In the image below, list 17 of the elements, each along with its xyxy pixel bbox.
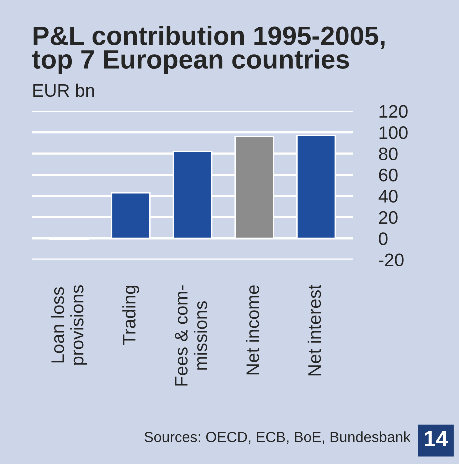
y-tick-label: 80 bbox=[379, 148, 398, 161]
y-tick-label: 60 bbox=[379, 168, 398, 182]
x-tick-label: Net interest bbox=[308, 284, 322, 376]
source-note: Sources: OECD, ECB, BoE, Bundesbank bbox=[144, 432, 411, 444]
chart-title: P&L contribution 1995-2005, top 7 European countries bbox=[32, 26, 385, 74]
y-tick-label: 40 bbox=[378, 190, 398, 203]
y-axis-title: EUR bn bbox=[34, 84, 94, 98]
x-tick-label: Trading bbox=[122, 286, 140, 345]
text: 14 bbox=[425, 431, 448, 447]
y-tick-label: 100 bbox=[380, 126, 408, 140]
x-tick-label: Loan loss provisions bbox=[51, 285, 88, 365]
x-tick-label: Net income bbox=[246, 286, 260, 375]
y-tick-label: 20 bbox=[379, 211, 398, 224]
x-tick-label: Fees & com- missions bbox=[175, 286, 208, 386]
y-tick-label: -20 bbox=[379, 254, 404, 267]
y-tick-label: 120 bbox=[380, 105, 408, 118]
y-tick-label: 0 bbox=[379, 232, 388, 246]
